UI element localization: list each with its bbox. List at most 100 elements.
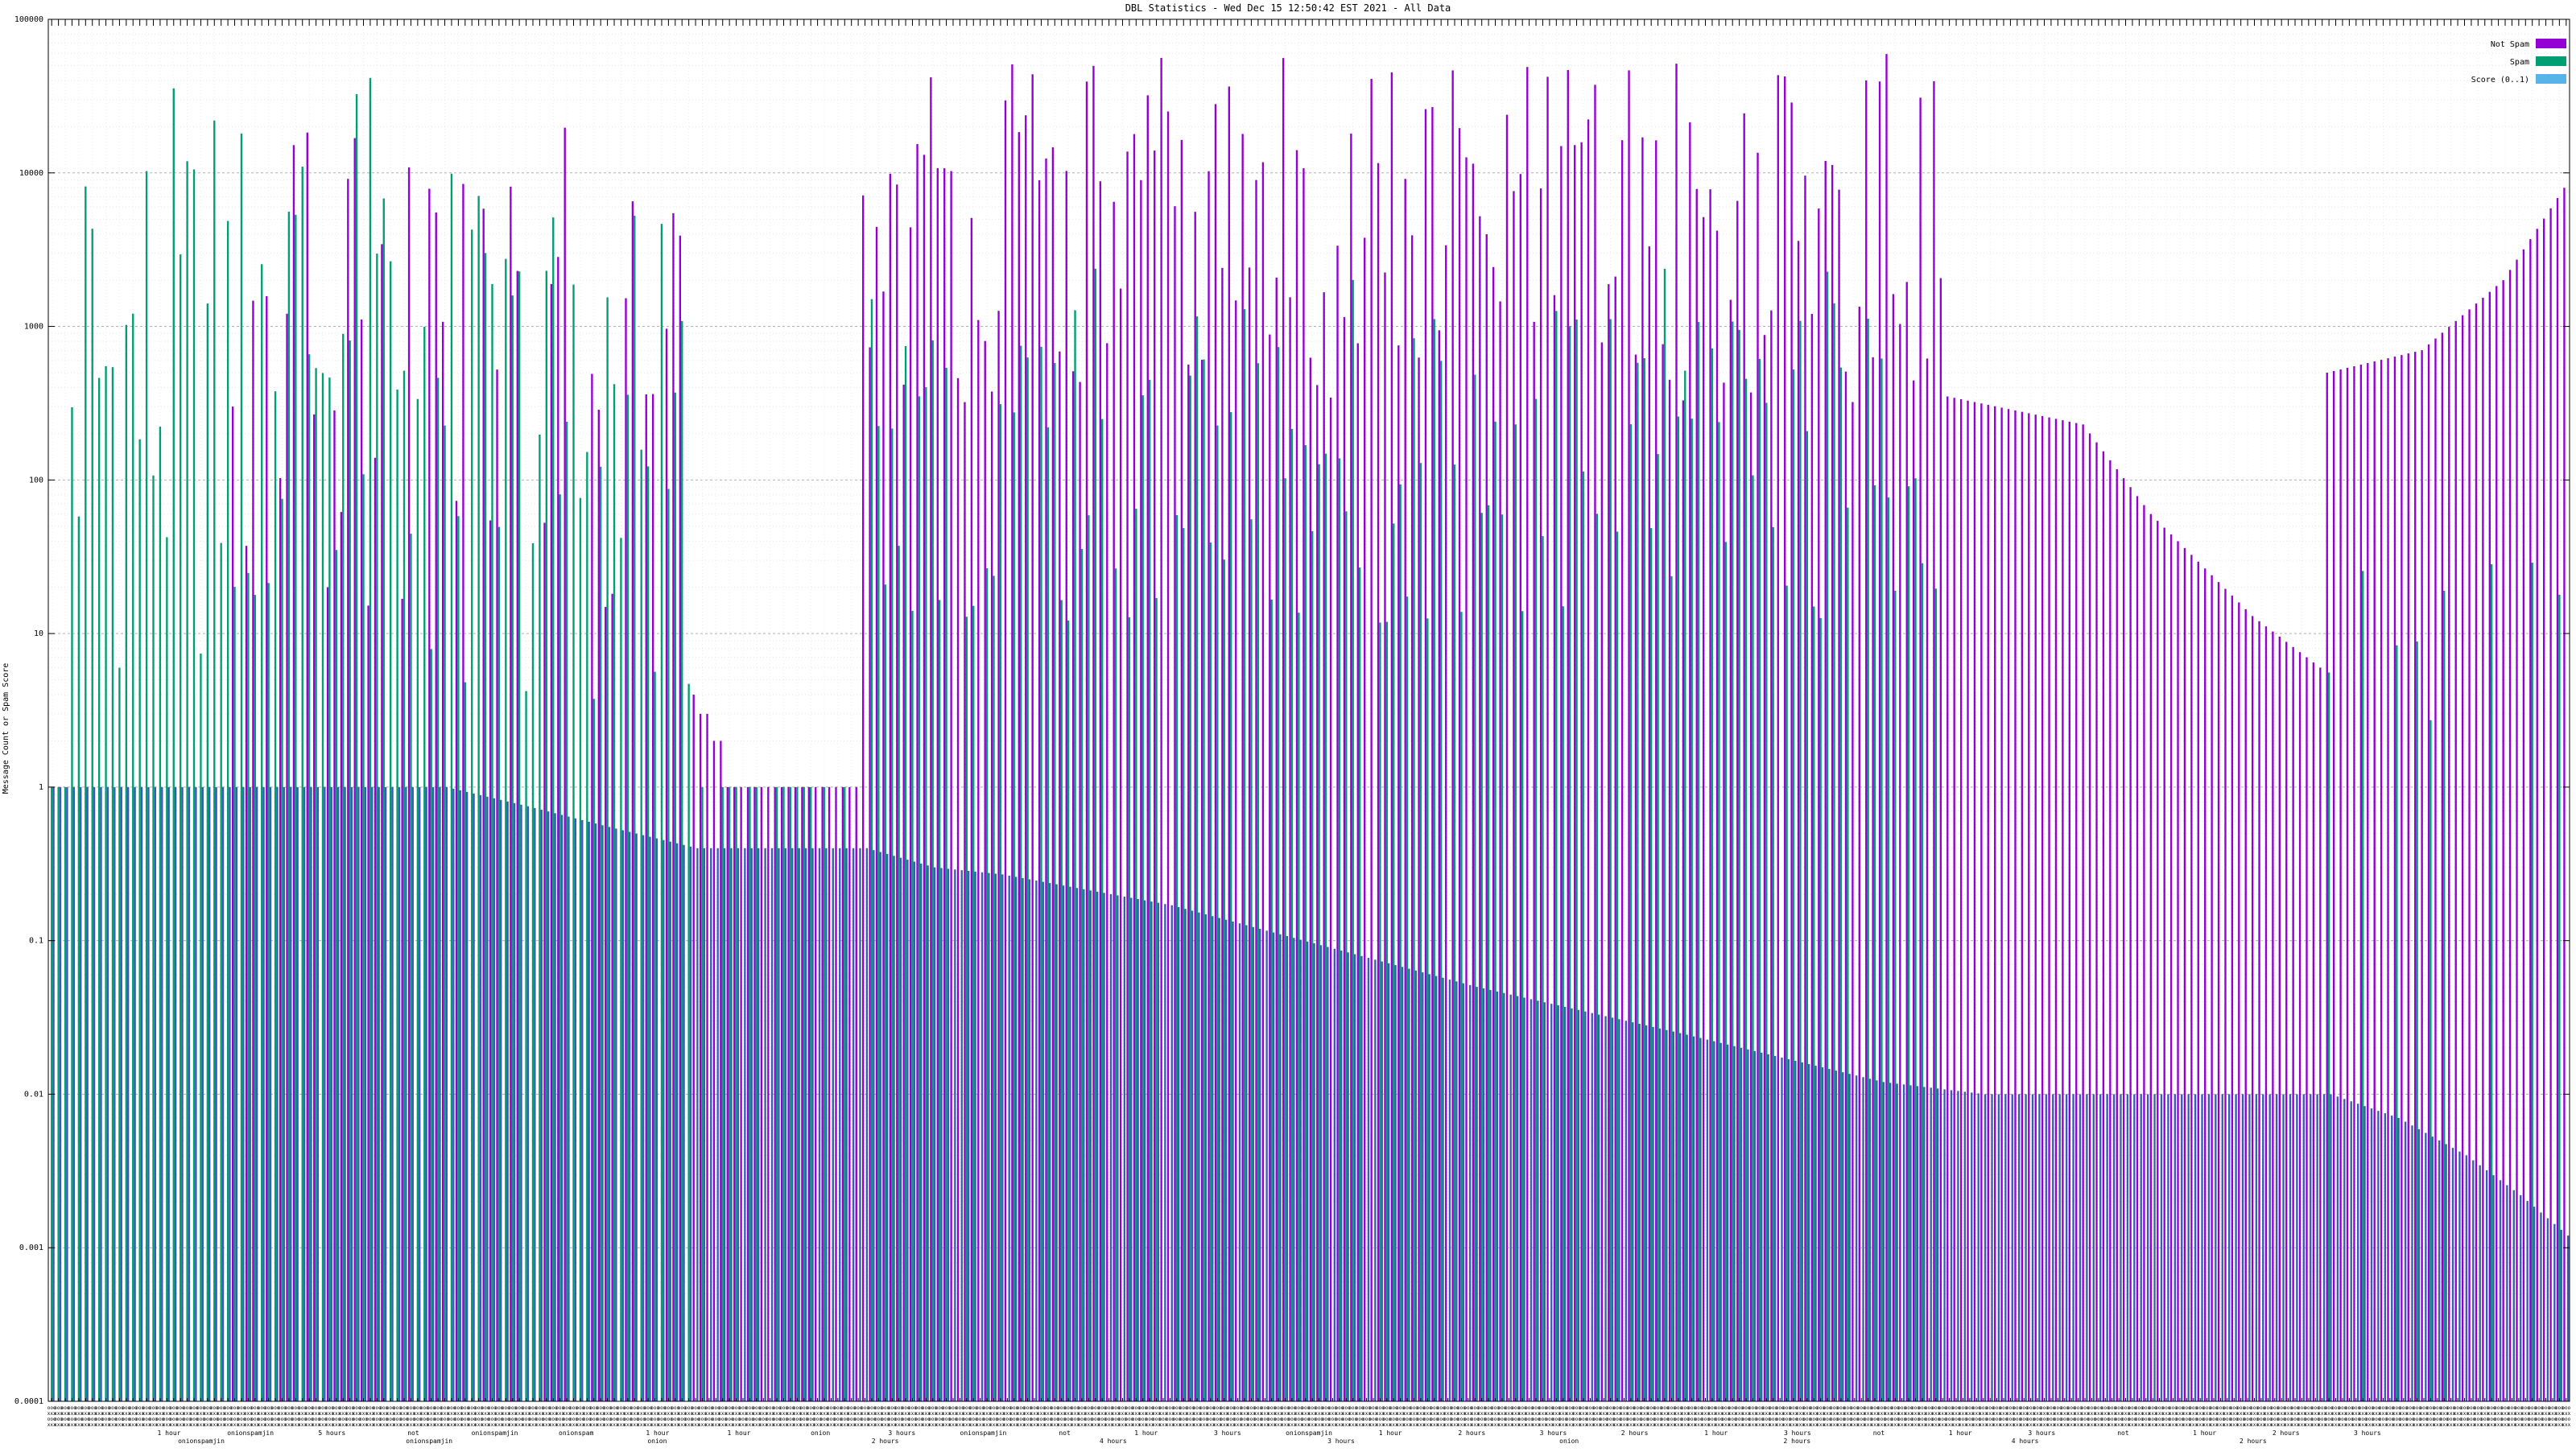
x-tick-label: xxx xyxy=(379,1422,388,1428)
bar-not-spam xyxy=(1160,58,1162,1401)
bar-score xyxy=(1333,948,1336,1401)
bar-not-spam xyxy=(2496,286,2498,1401)
x-tick-label: ooo xyxy=(488,1417,497,1422)
x-tick-label: xxx xyxy=(312,1422,320,1428)
x-tick-label: ooo xyxy=(1498,1405,1507,1411)
x-tick-label: xxx xyxy=(2189,1422,2198,1428)
x-tick-label: xxx xyxy=(2318,1422,2326,1428)
x-tick-label: ooo xyxy=(650,1405,659,1411)
x-tick-label: ooo xyxy=(1064,1417,1073,1422)
x-tick-label: xxx xyxy=(2325,1422,2334,1428)
bar-score xyxy=(1360,955,1363,1401)
bar-not-spam xyxy=(1580,142,1583,1401)
x-tick-label: ooo xyxy=(1294,1405,1303,1411)
x-tick-label: xxx xyxy=(47,1411,56,1417)
x-tick-label: xxx xyxy=(1545,1422,1554,1428)
x-tick-label: ooo xyxy=(1877,1405,1886,1411)
x-tick-label: ooo xyxy=(1172,1405,1181,1411)
x-tick-label: ooo xyxy=(914,1405,923,1411)
bar-not-spam xyxy=(1045,158,1047,1402)
bar-score xyxy=(1150,901,1153,1401)
x-tick-label: xxx xyxy=(1030,1422,1039,1428)
bar-score xyxy=(290,786,292,1401)
x-tick-label: ooo xyxy=(1972,1405,1981,1411)
x-tick-label: xxx xyxy=(2141,1411,2150,1417)
x-tick-label: ooo xyxy=(2054,1417,2062,1422)
x-tick-label: xxx xyxy=(2210,1411,2219,1417)
x-tick-label: xxx xyxy=(400,1422,409,1428)
x-tick-label: xxx xyxy=(1525,1422,1534,1428)
x-tick-label: xxx xyxy=(1674,1411,1682,1417)
x-tick-label: ooo xyxy=(2446,1417,2455,1422)
x-tick-label: ooo xyxy=(569,1417,578,1422)
x-tick-label: ooo xyxy=(298,1405,307,1411)
x-tick-label: xxx xyxy=(2115,1422,2124,1428)
bar-score xyxy=(486,796,489,1401)
bar-not-spam xyxy=(353,138,356,1402)
x-tick-label: xxx xyxy=(2210,1422,2219,1428)
bar-score xyxy=(2052,1094,2054,1401)
x-tick-label: xxx xyxy=(2467,1411,2475,1417)
x-tick-label: ooo xyxy=(881,1405,890,1411)
x-tick-label: ooo xyxy=(1606,1417,1615,1422)
bar-spam xyxy=(1290,428,1294,1402)
x-tick-label: xxx xyxy=(2033,1411,2042,1417)
x-tick-label: ooo xyxy=(2067,1417,2076,1422)
x-tick-label: xxx xyxy=(902,1411,910,1417)
bar-spam xyxy=(1399,484,1402,1401)
x-tick-label: xxx xyxy=(210,1422,219,1428)
x-tick-label: ooo xyxy=(163,1417,171,1422)
x-tick-label: xxx xyxy=(529,1411,538,1417)
bar-spam xyxy=(1744,378,1748,1401)
bar-not-spam xyxy=(605,607,607,1401)
x-tick-label: xxx xyxy=(813,1411,822,1417)
bar-not-spam xyxy=(672,212,675,1401)
x-tick-label: ooo xyxy=(332,1405,341,1411)
x-tick-label: xxx xyxy=(271,1422,280,1428)
bar-score xyxy=(1014,877,1018,1401)
x-tick-label: ooo xyxy=(1098,1405,1107,1411)
x-tick-label: xxx xyxy=(1931,1411,1940,1417)
bar-score xyxy=(1008,875,1010,1401)
chart-title: DBL Statistics - Wed Dec 15 12:50:42 EST… xyxy=(1125,2,1451,14)
bar-spam xyxy=(1379,622,1381,1401)
bar-not-spam xyxy=(1608,284,1610,1401)
x-tick-label: xxx xyxy=(935,1422,944,1428)
x-tick-label: ooo xyxy=(827,1405,836,1411)
x-tick-label: ooo xyxy=(2420,1405,2429,1411)
bar-score xyxy=(1706,1039,1709,1401)
bar-spam xyxy=(1907,486,1910,1401)
bar-not-spam xyxy=(1858,307,1860,1401)
x-tick-label: ooo xyxy=(2480,1417,2489,1422)
x-tick-label: xxx xyxy=(589,1411,598,1417)
bar-score xyxy=(980,872,984,1401)
bar-not-spam xyxy=(1641,137,1644,1401)
bar-not-spam xyxy=(828,786,831,1401)
x-tick-label: ooo xyxy=(1579,1417,1588,1422)
bar-score xyxy=(1137,899,1139,1401)
bar-score xyxy=(669,841,671,1401)
bar-score xyxy=(2120,1094,2122,1401)
x-tick-label: ooo xyxy=(1451,1405,1459,1411)
x-tick-label: ooo xyxy=(61,1417,70,1422)
x-tick-label: xxx xyxy=(1152,1422,1161,1428)
bar-score xyxy=(2065,1094,2068,1401)
x-tick-label: ooo xyxy=(2250,1417,2259,1422)
x-tick-label: xxx xyxy=(1261,1422,1269,1428)
bar-not-spam xyxy=(2231,596,2234,1401)
x-tick-label: xxx xyxy=(2060,1411,2069,1417)
bar-not-spam xyxy=(801,786,803,1401)
x-tick-label: ooo xyxy=(1592,1417,1601,1422)
x-tick-label: xxx xyxy=(1342,1411,1351,1417)
x-tick-label: ooo xyxy=(908,1417,917,1422)
bar-spam xyxy=(172,88,175,1401)
x-tick-label: xxx xyxy=(2291,1411,2300,1417)
bar-spam xyxy=(1345,511,1348,1401)
bar-spam xyxy=(505,258,507,1401)
bar-not-spam xyxy=(1715,230,1719,1401)
bar-score xyxy=(804,848,807,1401)
x-tick-label: xxx xyxy=(2460,1422,2469,1428)
x-tick-label: ooo xyxy=(1586,1405,1595,1411)
x-tick-label: ooo xyxy=(1206,1405,1215,1411)
bar-spam xyxy=(1867,318,1869,1401)
